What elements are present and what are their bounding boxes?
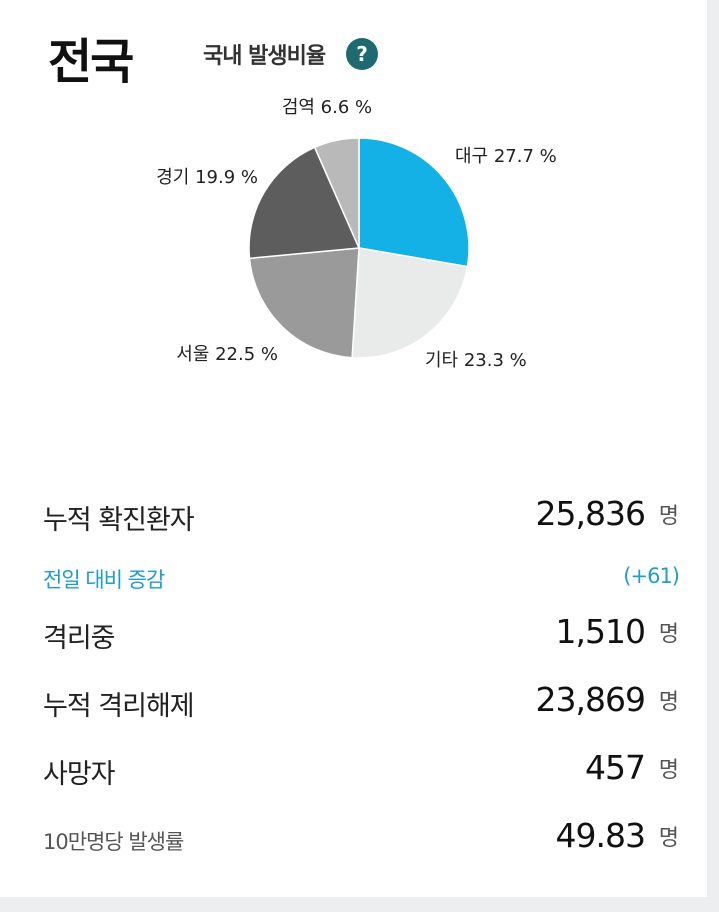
region-title: 전국 (48, 34, 134, 90)
pie-slice-1 (351, 247, 469, 359)
incidence-value: 49.83 (555, 816, 646, 855)
released-value: 23,869 (535, 680, 646, 719)
region-card: 전국 국내 발생비율 ? 대구 27.7 % 기타 23.3 % 서울 22.5 %… (0, 0, 707, 897)
deaths-unit: 명 (658, 758, 679, 783)
pie-slice-2 (248, 247, 360, 359)
stat-confirmed: 누적 확진환자 25,836 명 (43, 494, 679, 538)
isolated-unit: 명 (658, 622, 679, 647)
confirmed-label: 누적 확진환자 (43, 505, 195, 536)
stat-released: 누적 격리해제 23,869 명 (43, 680, 679, 724)
chart-subtitle: 국내 발생비율 (203, 44, 326, 69)
pie-label-1: 기타 23.3 % (425, 350, 527, 371)
stat-deaths: 사망자 457 명 (43, 748, 679, 792)
stat-change: 전일 대비 증감 (+61) (43, 558, 680, 598)
pie-label-0: 대구 27.7 % (455, 146, 557, 167)
confirmed-unit: 명 (658, 504, 679, 529)
incidence-label: 10만명당 발생률 (43, 830, 184, 854)
pie-slice-4 (313, 137, 360, 249)
pie-chart: 대구 27.7 % 기타 23.3 % 서울 22.5 % 경기 19.9 % 검역 6… (156, 97, 557, 371)
change-label: 전일 대비 증감 (43, 568, 165, 592)
pie-label-4: 검역 6.6 % (282, 97, 372, 118)
stat-incidence: 10만명당 발생률 49.83 명 (43, 816, 679, 860)
help-icon[interactable]: ? (346, 38, 378, 70)
pie-slice-3 (248, 146, 361, 260)
released-label: 누적 격리해제 (43, 691, 195, 722)
change-value: (+61) (623, 564, 680, 588)
confirmed-value: 25,836 (535, 494, 646, 533)
incidence-unit: 명 (658, 826, 679, 851)
deaths-value: 457 (585, 748, 646, 787)
pie-label-2: 서울 22.5 % (176, 344, 278, 365)
released-unit: 명 (658, 690, 679, 715)
isolated-label: 격리중 (43, 623, 116, 654)
isolated-value: 1,510 (555, 612, 646, 651)
stat-isolated: 격리중 1,510 명 (43, 612, 679, 656)
deaths-label: 사망자 (43, 759, 116, 790)
pie-slice-0 (358, 137, 470, 268)
pie-label-3: 경기 19.9 % (156, 167, 258, 188)
